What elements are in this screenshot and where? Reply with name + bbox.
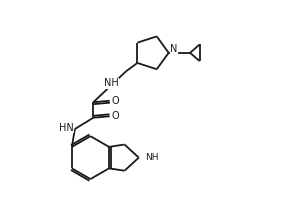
Text: NH: NH: [145, 153, 159, 162]
Text: O: O: [111, 96, 119, 106]
Text: O: O: [111, 111, 119, 121]
Text: HN: HN: [59, 123, 74, 133]
Text: N: N: [170, 44, 178, 54]
Text: NH: NH: [104, 78, 119, 88]
